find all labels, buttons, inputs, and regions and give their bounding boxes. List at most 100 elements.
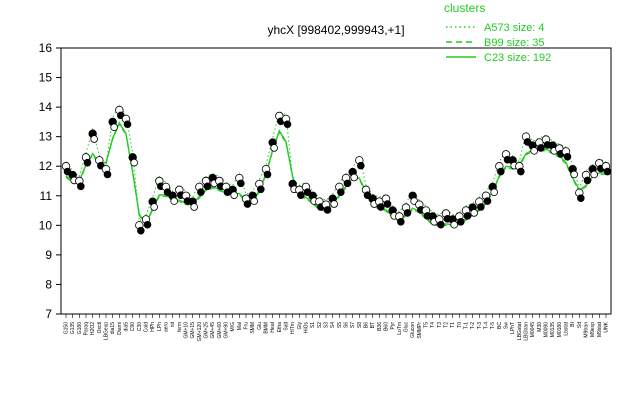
x-tick-label: S4: [330, 322, 336, 328]
data-point-replicate: [137, 226, 145, 235]
x-tick-label: Lbstat: [564, 321, 570, 335]
y-tick-label: 9: [45, 248, 52, 262]
x-tick-label: G135: [70, 322, 76, 334]
data-point-replicate: [323, 206, 332, 214]
y-tick-label: 10: [39, 218, 53, 232]
x-tick-label: Glucon: [410, 322, 416, 338]
data-point-replicate: [110, 123, 118, 132]
x-tick-label: Mal: [237, 322, 243, 330]
x-tick-label: HPh: [150, 322, 156, 332]
data-point-replicate: [237, 179, 245, 188]
data-point-replicate: [437, 220, 445, 229]
x-tick-label: Etha: [277, 322, 283, 333]
x-tick-label: Cold: [144, 322, 150, 333]
y-axis: 7 8 9 10 11 12 13 14 15 16: [39, 41, 61, 321]
data-point-replicate: [190, 203, 198, 211]
data-point-replicate: [103, 170, 112, 179]
data-point-replicate: [590, 170, 598, 179]
data-point-replicate: [490, 188, 498, 197]
series-lines: [65, 104, 607, 227]
data-point-replicate: [270, 144, 278, 152]
x-tick-label: M9tran: [584, 322, 590, 338]
x-tick-label: T1: [450, 322, 456, 328]
x-tick-label: SMMPr: [417, 322, 423, 339]
x-tick-label: G150: [64, 322, 70, 334]
data-point-replicate: [123, 120, 132, 129]
y-tick-label: 7: [45, 307, 52, 321]
y-tick-label: 13: [39, 130, 53, 144]
data-point-replicate: [263, 170, 272, 179]
data-point-replicate: [203, 182, 212, 191]
x-tick-label: Gly: [297, 322, 303, 330]
x-tick-label: Gluc: [404, 322, 410, 333]
x-tick-label: S1: [310, 322, 316, 328]
data-point-replicate: [250, 197, 258, 205]
data-point-replicate: [170, 197, 178, 205]
x-tick-label: aero: [164, 322, 170, 332]
y-tick-label: 11: [40, 189, 53, 203]
legend-entry-b99: B99 size: 35: [484, 37, 545, 49]
x-tick-label: M0180: [557, 322, 563, 338]
x-tick-label: M0045: [530, 322, 536, 338]
data-point-replicate: [570, 170, 578, 179]
data-point-replicate: [83, 158, 92, 167]
x-tick-label: GM+45: [210, 322, 216, 339]
data-point-replicate: [150, 203, 158, 211]
data-point-replicate: [330, 200, 338, 208]
x-tick-label: B6: [364, 322, 370, 328]
legend-title: clusters: [444, 1, 485, 15]
x-tick-label: LBGexp: [104, 322, 110, 340]
x-tick-label: Heat: [270, 321, 276, 332]
data-point-replicate: [517, 167, 525, 176]
data-point-replicate: [230, 191, 238, 199]
x-tick-label: Paraq: [84, 322, 90, 336]
x-tick-label: T3: [437, 322, 443, 328]
x-tick-label: GM+120: [197, 322, 203, 342]
x-tick-label: BC: [497, 322, 503, 329]
legend-entry-c23: C23 size: 192: [484, 52, 551, 64]
plot-frame: [60, 47, 612, 315]
y-tick-label: 8: [45, 277, 52, 291]
x-tick-label: GM+25: [204, 322, 210, 339]
x-tick-label: GM+90: [224, 322, 230, 339]
x-tick-label: M0090: [544, 322, 550, 338]
x-tick-label: B60: [384, 322, 390, 331]
y-tick-label: 12: [39, 159, 53, 173]
plot-border: [60, 47, 612, 315]
x-tick-label: Diami: [117, 322, 123, 335]
data-point-replicate: [343, 179, 352, 188]
x-tick-label: B36: [377, 322, 383, 331]
x-tick-label: Oxctl: [97, 322, 103, 333]
x-tick-label: T-5: [490, 322, 496, 329]
x-tick-label: M9stat: [597, 321, 603, 337]
x-tick-label: BT: [370, 322, 376, 328]
data-point-replicate: [130, 158, 138, 167]
data-point-replicate: [337, 188, 345, 197]
data-point-replicate: [297, 191, 305, 199]
data-point-replicate: [357, 161, 365, 170]
x-tick-label: M/G: [230, 322, 236, 332]
x-tick-label: LBGtran: [524, 322, 530, 341]
x-tick-label: T-1: [464, 322, 470, 329]
x-tick-label: Fru: [244, 322, 250, 330]
y-tick-label: 14: [39, 100, 53, 114]
x-axis: G150 G135 G180 Paraq H2O2 Oxctl LBGexp dia15 Dia…: [64, 314, 610, 341]
data-point-replicate: [377, 203, 385, 211]
x-tick-label: SMM: [250, 322, 256, 334]
x-tick-label: LPhT: [510, 322, 516, 334]
x-tick-label: GM+60: [217, 322, 223, 339]
x-tick-label: T0: [457, 322, 463, 328]
x-tick-label: Pyr: [390, 322, 396, 330]
x-tick-label: Sw: [504, 322, 510, 329]
x-tick-label: M0135: [550, 322, 556, 338]
x-tick-label: LBGstat: [517, 321, 523, 340]
x-tick-label: BMM: [264, 322, 270, 334]
data-point-replicate: [537, 144, 545, 152]
x-tick-label: S8: [357, 322, 363, 328]
data-point-replicate: [257, 185, 265, 194]
x-tick-label: T-2: [470, 322, 476, 329]
data-point-replicate: [197, 188, 205, 197]
x-tick-label: S3: [324, 322, 330, 328]
data-point-replicate: [350, 173, 358, 182]
